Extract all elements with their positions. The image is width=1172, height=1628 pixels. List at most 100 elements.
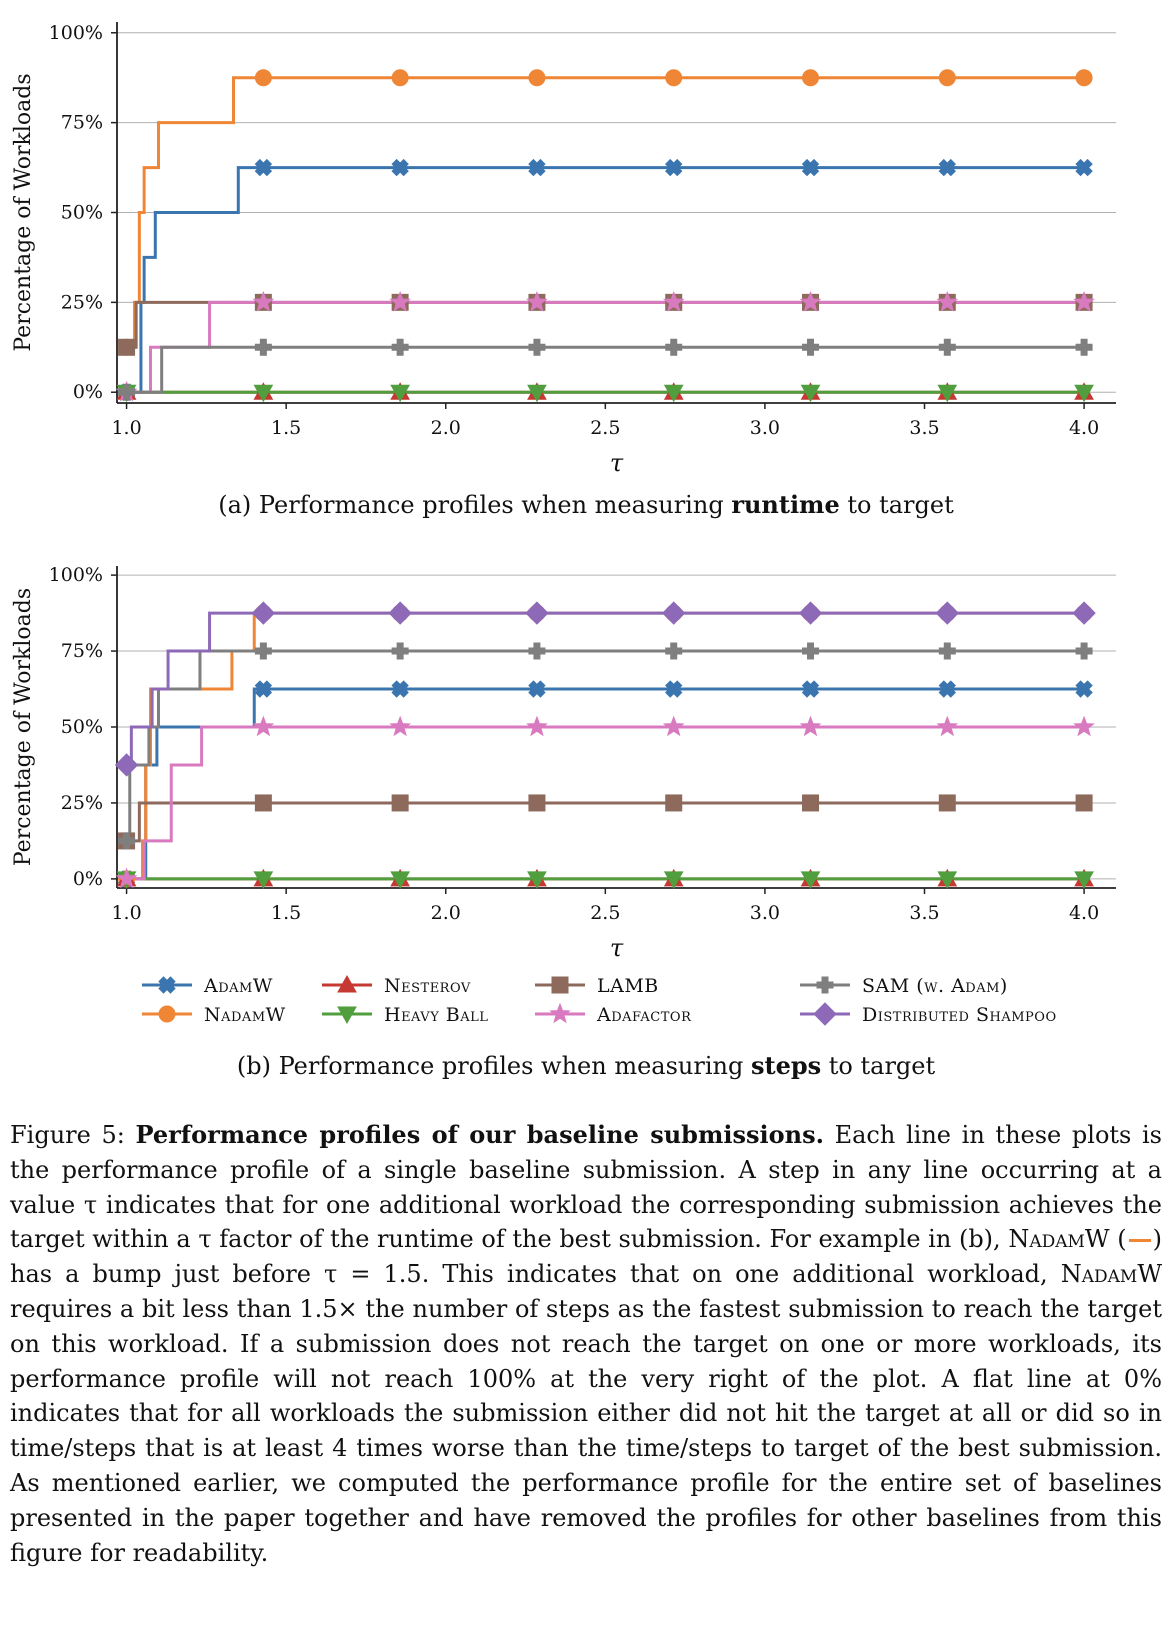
marker-adamw: [801, 158, 820, 177]
legend-label: SAM (w. Adam): [862, 975, 1008, 997]
x-tick-label: 2.0: [431, 417, 461, 439]
legend-marker-adafactor: [549, 1002, 571, 1024]
marker-heavy-ball: [253, 384, 274, 403]
marker-distributed-shampoo: [935, 601, 959, 625]
x-tick-label: 1.0: [111, 902, 141, 924]
y-tick-label: 75%: [61, 112, 103, 134]
marker-adafactor: [115, 867, 138, 889]
marker-adamw: [938, 680, 956, 698]
marker-heavy-ball: [1074, 871, 1094, 889]
marker-adamw: [1075, 680, 1093, 698]
marker-adafactor: [936, 290, 959, 312]
marker-lamb: [1075, 794, 1093, 812]
figure-canvas: 0% 25% 50% 75% 100% 1.0 1.5 2.0 2.5 3.0 3.5 4.0 τ Per…: [11, 22, 1116, 1026]
subcaption-b-prefix: (b) Performance profiles when measuring: [236, 1052, 751, 1080]
y-tick-label: 100%: [49, 22, 103, 44]
marker-heavy-ball: [937, 384, 958, 403]
marker-distributed-shampoo: [662, 601, 686, 625]
marker-sam: [254, 642, 272, 660]
marker-adafactor: [389, 290, 412, 312]
legend-item-adamw: AdamW: [142, 975, 273, 997]
figure-label: Figure 5:: [10, 1121, 136, 1149]
x-axis-label: τ: [610, 934, 624, 962]
marker-sam: [1075, 338, 1093, 356]
x-tick-label: 2.5: [590, 417, 620, 439]
legend-item-distributed-shampoo: Distributed Shampoo: [800, 1002, 1056, 1026]
marker-adamw: [1075, 158, 1093, 177]
marker-distributed-shampoo: [114, 753, 139, 777]
marker-heavy-ball: [800, 384, 821, 403]
legend-label: Nesterov: [384, 975, 471, 997]
marker-sam: [118, 383, 136, 401]
legend-marker-lamb: [551, 976, 569, 994]
caption-paren-close: ): [1152, 1225, 1162, 1254]
legend-label: AdamW: [203, 975, 273, 997]
subplot-a: 0% 25% 50% 75% 100% 1.0 1.5 2.0 2.5 3.0 3.5 4.0 τ Per…: [11, 22, 1116, 477]
series-line-adamw: [126, 687, 1085, 881]
x-tick-label: 2.0: [431, 902, 461, 924]
marker-sam: [938, 338, 956, 356]
series-line-distributed-shampoo: [126, 611, 1085, 767]
marker-adafactor: [526, 715, 548, 737]
legend-item-heavy-ball: Heavy Ball: [322, 1004, 488, 1026]
marker-heavy-ball: [390, 871, 410, 889]
x-tick-label: 1.5: [271, 902, 301, 924]
figure-title: Performance profiles of our baseline sub…: [135, 1120, 824, 1149]
legend-marker-nesterov: [337, 974, 357, 993]
legend-item-nesterov: Nesterov: [322, 974, 471, 997]
x-tick-label: 3.5: [909, 417, 939, 439]
legend-item-lamb: LAMB: [535, 975, 658, 997]
subcaption-a-prefix: (a) Performance profiles when measuring: [218, 491, 732, 519]
marker-adafactor: [1073, 290, 1095, 312]
marker-heavy-ball: [527, 384, 547, 403]
legend-label: Heavy Ball: [384, 1004, 488, 1026]
marker-distributed-shampoo: [251, 601, 276, 625]
legend-marker-adamw: [158, 976, 176, 994]
marker-adamw: [254, 680, 273, 698]
marker-nadamw: [528, 69, 546, 87]
marker-lamb: [665, 794, 683, 812]
marker-adamw: [665, 158, 683, 177]
y-tick-label: 0%: [73, 868, 103, 890]
marker-distributed-shampoo: [525, 601, 549, 625]
marker-sam: [1075, 642, 1093, 660]
subcaption-b-bold: steps: [750, 1051, 822, 1080]
marker-distributed-shampoo: [798, 601, 823, 625]
marker-adafactor: [1073, 715, 1095, 737]
y-tick-label: 25%: [61, 792, 103, 814]
subcaption-a-suffix: to target: [839, 491, 954, 519]
legend-item-adafactor: Adafactor: [535, 1002, 692, 1026]
subcaption-a-bold: runtime: [731, 490, 840, 519]
caption-nadamw-1: NadamW: [1008, 1225, 1110, 1254]
marker-sam: [391, 642, 409, 660]
marker-lamb: [802, 794, 820, 812]
legend-label: NadamW: [204, 1004, 286, 1026]
series-line-adafactor: [126, 725, 1085, 881]
caption-text-3: requires a bit less than 1.5× the number…: [10, 1294, 1162, 1567]
caption-paren-open: (: [1117, 1225, 1127, 1254]
y-axis-label: Percentage of Workloads: [11, 588, 36, 866]
marker-distributed-shampoo: [388, 601, 412, 625]
series-line-adamw: [126, 166, 1085, 394]
legend-item-nadamw: NadamW: [142, 1004, 286, 1026]
marker-lamb: [391, 794, 409, 812]
marker-adamw: [391, 158, 409, 177]
legend-label: Adafactor: [596, 1004, 692, 1026]
y-tick-label: 50%: [61, 716, 103, 738]
caption-nadamw-2: NadamW: [1060, 1260, 1162, 1289]
marker-nadamw: [391, 69, 409, 87]
marker-lamb: [254, 794, 272, 812]
marker-adamw: [391, 680, 409, 698]
x-tick-label: 4.0: [1069, 417, 1099, 439]
subcaption-b-suffix: to target: [821, 1052, 936, 1080]
marker-adafactor: [252, 715, 275, 737]
legend-marker-heavy-ball: [337, 1006, 357, 1025]
marker-adamw: [665, 680, 683, 698]
marker-distributed-shampoo: [1072, 601, 1096, 625]
marker-adafactor: [799, 715, 822, 737]
marker-sam: [665, 338, 683, 356]
series-line-sam: [126, 649, 1085, 843]
series-line-sam: [126, 345, 1085, 394]
marker-sam: [528, 642, 546, 660]
marker-sam: [118, 832, 136, 850]
